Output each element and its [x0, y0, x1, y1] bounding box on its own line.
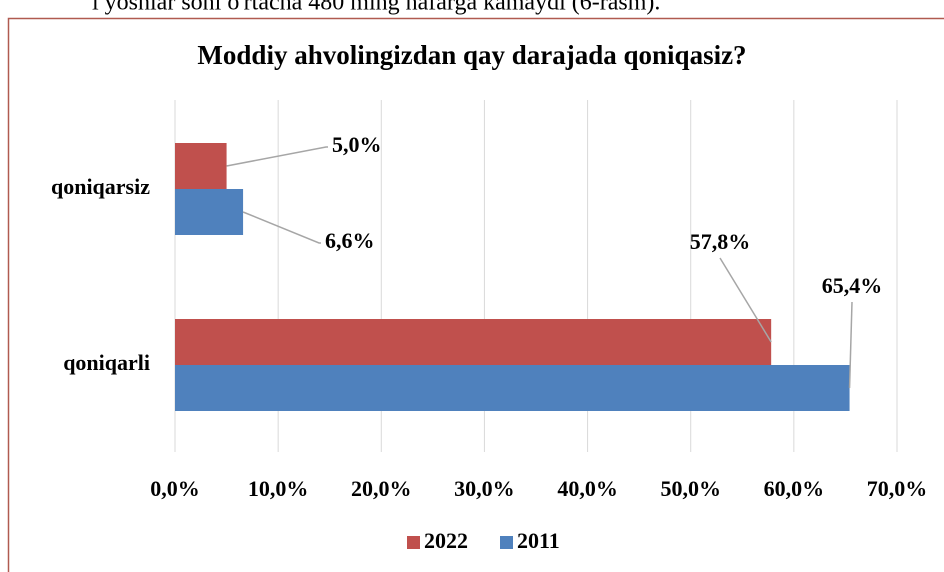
data-label: 6,6% [325, 228, 375, 253]
bar [175, 365, 850, 411]
bar [175, 189, 244, 235]
x-tick-label: 30,0% [454, 476, 515, 501]
legend-swatch [407, 536, 420, 549]
y-tick-label: qoniqarsiz [51, 174, 150, 199]
leader-line [848, 301, 853, 389]
x-tick-label: 20,0% [351, 476, 412, 501]
x-tick-label: 70,0% [867, 476, 928, 501]
leader-line [242, 211, 321, 244]
legend-label: 2022 [424, 528, 468, 553]
bar [175, 319, 772, 365]
x-tick-label: 40,0% [557, 476, 618, 501]
data-label: 65,4% [822, 273, 883, 298]
chart-title: Moddiy ahvolingizdan qay darajada qoniqa… [197, 40, 746, 70]
x-tick-label: 50,0% [660, 476, 721, 501]
data-label: 57,8% [690, 229, 751, 254]
legend-swatch [500, 536, 513, 549]
bar [175, 143, 227, 189]
x-tick-label: 0,0% [150, 476, 200, 501]
text-above: i yoshlar soni o'rtacha 480 ming nafarga… [92, 0, 660, 16]
x-tick-label: 10,0% [248, 476, 309, 501]
leader-line [226, 146, 328, 167]
leader-line [719, 257, 772, 343]
data-label: 5,0% [332, 132, 382, 157]
x-tick-label: 60,0% [764, 476, 825, 501]
legend-label: 2011 [517, 528, 560, 553]
chart-frame [7, 17, 944, 572]
y-tick-label: qoniqarli [63, 350, 150, 375]
